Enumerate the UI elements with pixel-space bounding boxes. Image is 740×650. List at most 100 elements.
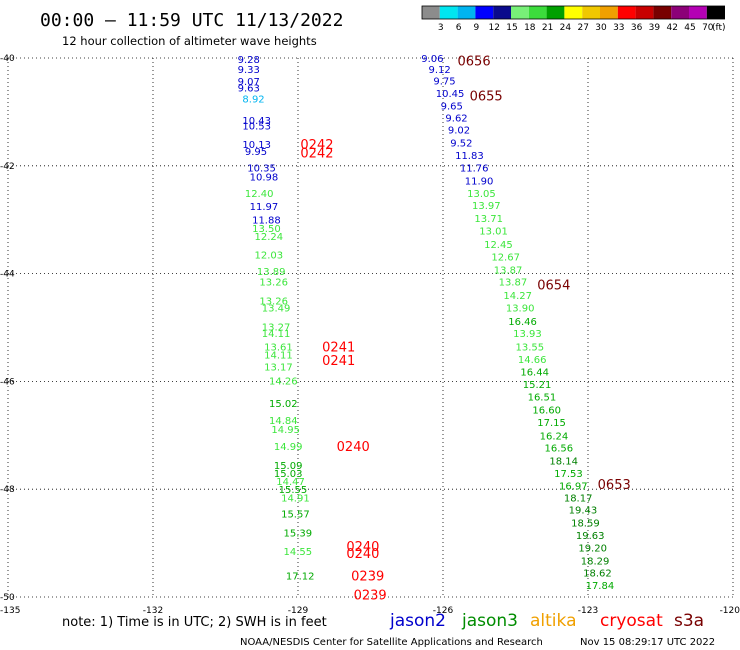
west-track-value: 11.97: [250, 202, 279, 213]
plot-area: -135 -132 -129 -126 -123 -120 -40 -42 -44 -46 -48 -…: [0, 54, 740, 616]
y-tick-label: -50: [0, 593, 15, 603]
colorbar-tick-label: 36: [631, 23, 643, 33]
west-track-value: 9.63: [238, 84, 260, 95]
page-title: 00:00 – 11:59 UTC 11/13/2022: [40, 10, 343, 31]
west-track-value: 13.50: [252, 224, 281, 235]
x-tick-label: -129: [288, 606, 309, 616]
east-track-value: 13.87: [499, 278, 528, 289]
east-track-value: 12.67: [491, 252, 520, 263]
west-track-value: 9.95: [245, 147, 267, 158]
colorbar-tick-label: 33: [613, 23, 624, 33]
colorbar-swatch: [582, 6, 600, 19]
x-tick-label: -132: [143, 606, 163, 616]
legend-altika: altika: [530, 611, 577, 631]
legend-jason3: jason3: [461, 611, 518, 631]
footer-note: note: 1) Time is in UTC; 2) SWH is in fe…: [62, 615, 327, 630]
colorbar-swatch: [493, 6, 511, 19]
east-track-value: 13.90: [506, 304, 535, 315]
colorbar-tick-label: 42: [666, 23, 677, 33]
colorbar-unit-label: (ft): [712, 23, 726, 33]
colorbar-tick-label: 9: [474, 23, 480, 33]
colorbar-swatch: [511, 6, 529, 19]
east-track-value: 11.83: [455, 151, 484, 162]
east-track-value: 13.55: [516, 342, 545, 353]
colorbar-swatch: [635, 6, 654, 19]
colorbar-swatch: [671, 6, 689, 19]
west-track-value: 9.07: [238, 77, 260, 88]
west-track-value: 8.92: [242, 94, 264, 105]
y-tick-label: -42: [0, 162, 15, 172]
time-label: 0654: [537, 278, 570, 293]
west-track-value: 12.40: [245, 189, 274, 200]
east-track-value: 16.97: [559, 481, 588, 492]
x-tick-label: -120: [720, 606, 740, 616]
west-track-value: 14.11: [262, 329, 291, 340]
west-track-value: 10.53: [242, 121, 271, 132]
east-track-value: 19.63: [576, 531, 605, 542]
time-label: 0239: [354, 588, 387, 603]
x-tick-label: -126: [433, 606, 454, 616]
east-track-value: 13.01: [479, 226, 508, 237]
time-label: 0241: [322, 340, 355, 355]
west-track-value: 12.03: [255, 251, 284, 262]
west-track-value: 12.24: [255, 232, 284, 243]
colorbar-swatch: [653, 6, 672, 19]
colorbar-tick-label: 45: [684, 23, 695, 33]
east-track-value: 18.14: [549, 457, 578, 468]
west-track-value: 14.11: [264, 350, 293, 361]
east-track-value: 9.65: [441, 101, 463, 112]
west-track-value: 15.57: [281, 509, 310, 520]
east-track-value: 16.56: [545, 444, 574, 455]
time-label: 0240: [346, 547, 379, 562]
east-track-value: 16.24: [540, 431, 569, 442]
east-track-value: 18.59: [571, 519, 600, 530]
legend-cryosat: cryosat: [600, 611, 663, 631]
east-track-value: 16.60: [532, 405, 561, 416]
y-tick-label: -40: [0, 54, 15, 64]
time-label: 0241: [322, 354, 355, 369]
east-track-value: 19.43: [569, 506, 598, 517]
colorbar-tick-label: 12: [488, 23, 499, 33]
east-track-value: 9.12: [429, 65, 451, 76]
west-track-value: 13.61: [264, 342, 293, 353]
west-track-value: 13.27: [262, 322, 291, 333]
colorbar-tick-label: 30: [595, 23, 607, 33]
colorbar-swatch: [546, 6, 565, 19]
west-track-value: 14.47: [276, 477, 305, 488]
colorbar-swatch: [617, 6, 636, 19]
colorbar-swatch: [422, 6, 440, 19]
colorbar-swatch: [564, 6, 583, 19]
east-track-value: 13.87: [494, 265, 523, 276]
legend-s3a: s3a: [674, 611, 704, 631]
colorbar-tick-label: 39: [649, 23, 661, 33]
west-track-value: 14.84: [269, 416, 298, 427]
west-track-value: 13.49: [262, 304, 291, 315]
east-track-value: 16.44: [520, 368, 549, 379]
west-track-value: 14.26: [269, 376, 298, 387]
y-tick-label: -48: [0, 485, 15, 495]
east-track-value: 9.75: [433, 77, 455, 88]
footer-timestamp: Nov 15 08:29:17 UTC 2022: [580, 637, 715, 648]
west-track-value: 13.26: [259, 297, 288, 308]
y-tick-label: -46: [0, 377, 15, 387]
east-track-value: 9.02: [448, 126, 470, 137]
east-track-value: 10.45: [436, 89, 465, 100]
west-track-value: 9.28: [238, 55, 260, 66]
time-label: 0239: [351, 569, 384, 584]
wave-height-colorbar: 3 6 9 12 15 18 21 24 27 30 33 36 39 42 45 70: [421, 5, 726, 33]
west-track-value: 13.89: [257, 267, 286, 278]
legend-jason2: jason2: [389, 611, 446, 631]
west-track-value: 14.95: [271, 425, 300, 436]
colorbar-tick-label: 15: [506, 23, 517, 33]
east-track-value: 19.20: [578, 543, 607, 554]
time-label: 0656: [458, 55, 491, 70]
west-track-value: 14.55: [284, 547, 313, 558]
east-track-value: 12.45: [484, 240, 513, 251]
east-track-value: 13.71: [474, 214, 503, 225]
east-track-value: 17.15: [537, 418, 566, 429]
colorbar-frame: [421, 5, 726, 20]
east-track-value: 15.21: [523, 380, 552, 391]
west-track-value: 11.88: [252, 216, 281, 227]
east-track-value: 16.46: [508, 317, 537, 328]
